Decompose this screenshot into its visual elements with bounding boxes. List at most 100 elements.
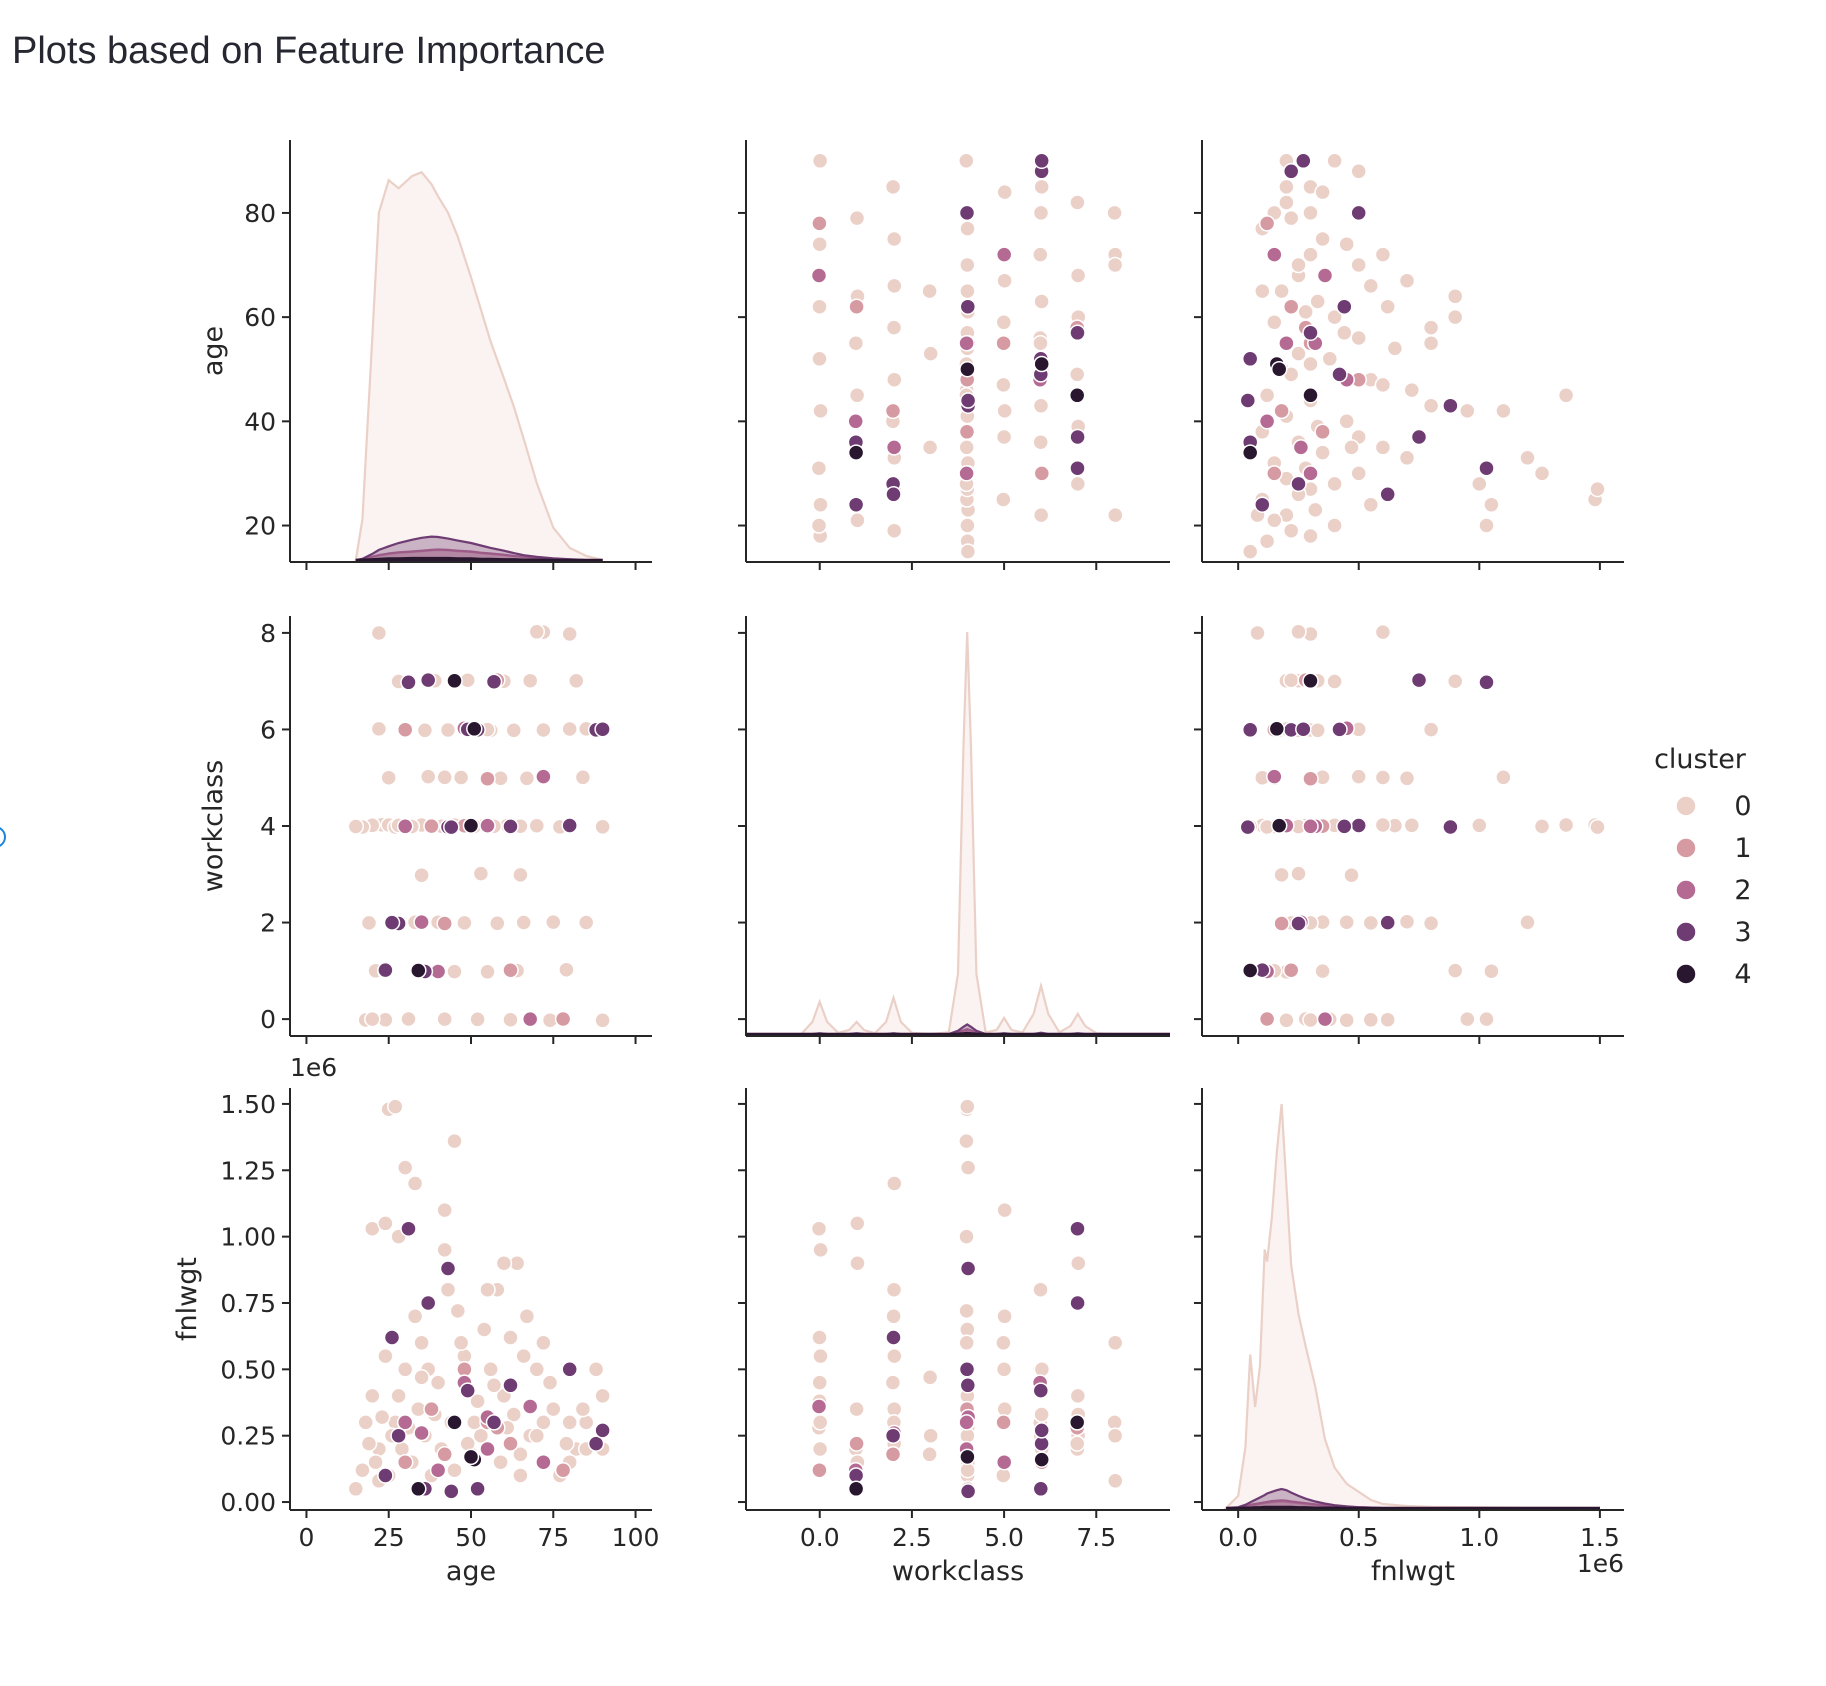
point-age-workclass — [958, 334, 975, 352]
point-fnlwgt-age — [594, 1422, 611, 1439]
point-age-fnlwgt — [1292, 439, 1310, 456]
point-fnlwgt-age — [554, 1461, 572, 1479]
point-age-fnlwgt — [1374, 376, 1392, 394]
point-workclass-age — [545, 913, 562, 931]
point-age-fnlwgt — [1459, 402, 1476, 420]
point-age-workclass — [811, 152, 829, 170]
point-age-fnlwgt — [1362, 496, 1380, 513]
point-workclass-age — [452, 769, 470, 786]
point-workclass-fnlwgt — [1478, 674, 1495, 691]
y-tick-label: 80 — [244, 199, 276, 228]
point-fnlwgt-workclass — [958, 1414, 975, 1431]
point-fnlwgt-workclass — [996, 1201, 1013, 1219]
point-age-fnlwgt — [1446, 288, 1464, 305]
point-workclass-fnlwgt — [1331, 721, 1348, 738]
point-workclass-fnlwgt — [1362, 1011, 1380, 1029]
point-age-workclass — [1069, 324, 1086, 342]
point-age-fnlwgt — [1321, 350, 1339, 368]
point-workclass-age — [400, 674, 417, 691]
kde-fnlwgt-cluster-4 — [1226, 1505, 1600, 1510]
point-fnlwgt-age — [383, 1329, 401, 1346]
x-tick-label: 0.0 — [1218, 1523, 1258, 1552]
point-fnlwgt-age — [364, 1387, 381, 1405]
point-age-fnlwgt — [1386, 340, 1404, 357]
point-age-fnlwgt — [1302, 387, 1319, 404]
point-workclass-fnlwgt — [1241, 721, 1259, 739]
point-age-workclass — [811, 298, 828, 315]
point-age-fnlwgt — [1336, 324, 1353, 342]
point-fnlwgt-age — [561, 1361, 578, 1378]
point-age-fnlwgt — [1379, 298, 1396, 315]
point-age-workclass — [885, 230, 903, 248]
point-workclass-fnlwgt — [1316, 1010, 1334, 1028]
point-fnlwgt-age — [459, 1435, 476, 1452]
point-age-workclass — [958, 204, 976, 222]
point-age-fnlwgt — [1589, 480, 1606, 498]
point-age-fnlwgt — [1314, 444, 1331, 461]
point-workclass-age — [502, 961, 519, 979]
point-age-fnlwgt — [1350, 256, 1367, 274]
x-axis-label-fnlwgt: fnlwgt — [1371, 1556, 1455, 1587]
point-age-workclass — [1068, 366, 1086, 383]
point-workclass-fnlwgt — [1270, 817, 1288, 834]
point-age-fnlwgt — [1446, 308, 1464, 326]
point-age-fnlwgt — [1258, 413, 1276, 430]
point-age-fnlwgt — [1302, 246, 1319, 263]
y-tick-label: 0.25 — [220, 1422, 276, 1451]
point-workclass-age — [446, 963, 463, 980]
point-age-fnlwgt — [1403, 381, 1421, 399]
point-fnlwgt-age — [505, 1406, 523, 1423]
point-fnlwgt-workclass — [1069, 1387, 1087, 1405]
legend-title: cluster — [1654, 744, 1747, 775]
point-age-workclass — [1069, 459, 1086, 477]
point-age-workclass — [885, 439, 903, 456]
kde-fnlwgt-cluster-0 — [1223, 1103, 1600, 1510]
point-age-fnlwgt — [1258, 387, 1276, 404]
point-fnlwgt-age — [558, 1435, 575, 1452]
legend-marker — [1675, 837, 1697, 859]
point-fnlwgt-age — [446, 1414, 463, 1431]
point-fnlwgt-workclass — [849, 1215, 866, 1232]
point-age-workclass — [1033, 465, 1051, 482]
point-age-fnlwgt — [1338, 235, 1355, 253]
point-fnlwgt-age — [419, 1294, 437, 1312]
point-workclass-fnlwgt — [1282, 671, 1300, 689]
point-fnlwgt-age — [518, 1308, 536, 1325]
point-age-fnlwgt — [1278, 194, 1295, 211]
point-workclass-age — [446, 672, 463, 690]
point-workclass-fnlwgt — [1379, 914, 1396, 931]
point-fnlwgt-age — [377, 1467, 394, 1484]
point-age-workclass — [884, 178, 902, 196]
point-workclass-age — [456, 914, 473, 932]
point-age-fnlwgt — [1282, 298, 1300, 315]
point-workclass-fnlwgt — [1403, 817, 1421, 834]
point-age-fnlwgt — [1316, 267, 1334, 284]
panel-fnlwgt-vs-fnlwgt: 0.0 0.5 1.0 1.5 — [1194, 1088, 1624, 1552]
point-fnlwgt-age — [396, 1361, 414, 1378]
x-tick-label: 5.0 — [984, 1523, 1024, 1552]
point-age-fnlwgt — [1398, 272, 1416, 289]
point-age-fnlwgt — [1278, 334, 1295, 352]
point-workclass-fnlwgt — [1268, 720, 1286, 738]
point-fnlwgt-workclass — [958, 1334, 975, 1352]
point-age-fnlwgt — [1442, 397, 1459, 414]
point-workclass-age — [396, 721, 414, 738]
point-fnlwgt-workclass — [885, 1281, 903, 1298]
point-age-fnlwgt — [1326, 517, 1343, 534]
point-workclass-age — [594, 720, 611, 738]
point-fnlwgt-workclass — [959, 1483, 977, 1500]
point-workclass-fnlwgt — [1273, 915, 1290, 932]
point-fnlwgt-age — [410, 1480, 427, 1498]
point-workclass-fnlwgt — [1302, 672, 1319, 690]
point-age-fnlwgt — [1273, 402, 1290, 420]
point-workclass-age — [535, 721, 552, 739]
point-workclass-age — [413, 866, 430, 884]
point-age-fnlwgt — [1270, 360, 1288, 378]
point-workclass-age — [396, 818, 414, 835]
point-fnlwgt-age — [406, 1308, 424, 1325]
point-workclass-fnlwgt — [1338, 1011, 1355, 1029]
point-age-fnlwgt — [1241, 350, 1259, 368]
point-workclass-fnlwgt — [1282, 961, 1300, 979]
point-age-fnlwgt — [1307, 501, 1324, 519]
point-workclass-fnlwgt — [1266, 768, 1283, 785]
